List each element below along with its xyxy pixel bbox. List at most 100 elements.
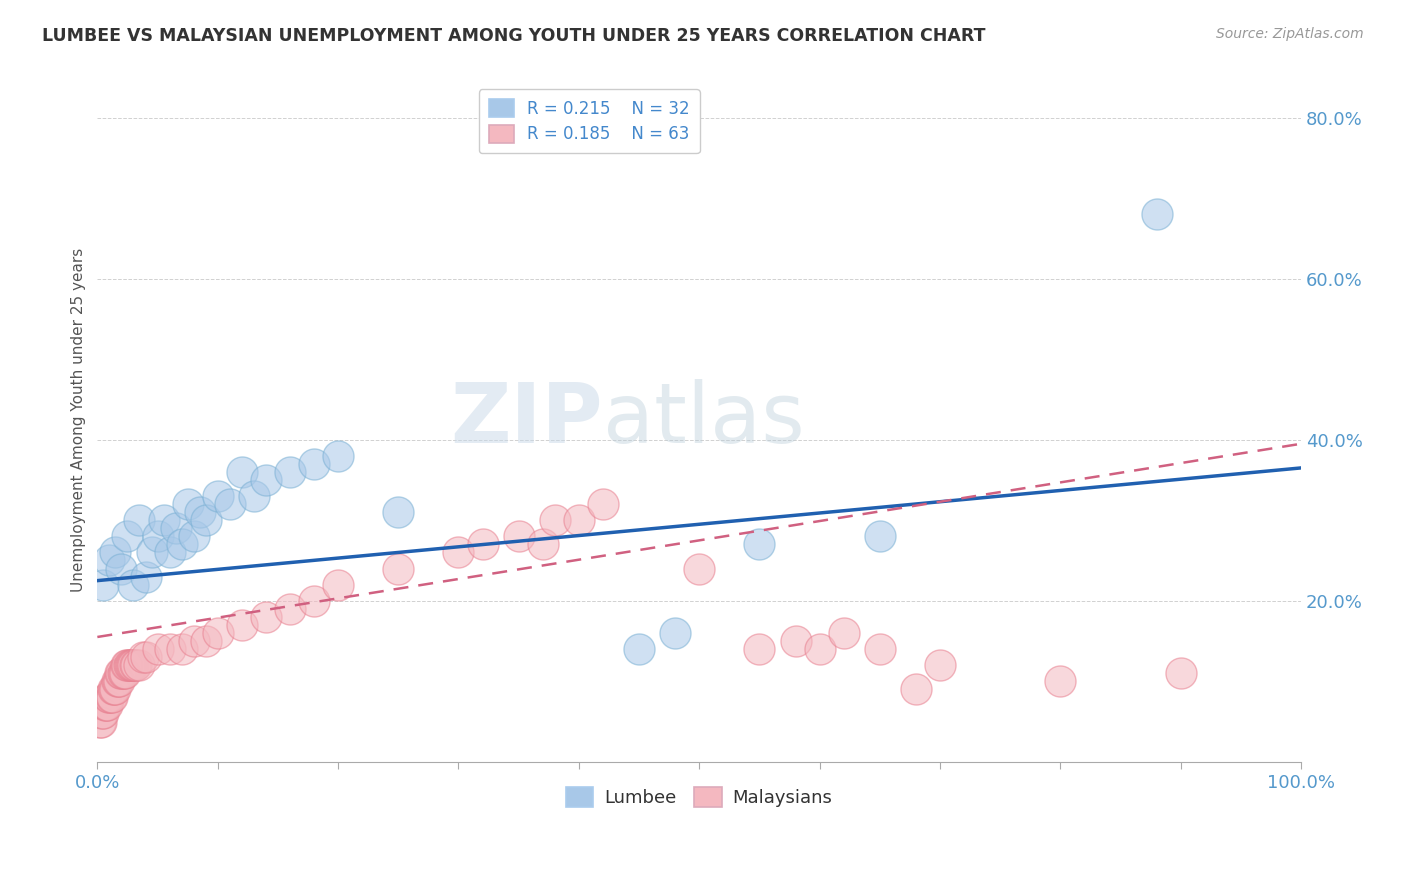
Point: [122, 577, 145, 591]
Point: [929, 658, 952, 673]
Point: [302, 457, 325, 471]
Point: [152, 513, 174, 527]
Point: [112, 666, 135, 681]
Point: [1146, 207, 1168, 221]
Point: [104, 545, 127, 559]
Point: [110, 561, 132, 575]
Point: [832, 626, 855, 640]
Point: [101, 682, 124, 697]
Point: [194, 513, 217, 527]
Text: atlas: atlas: [603, 379, 804, 460]
Point: [118, 658, 141, 673]
Point: [326, 449, 349, 463]
Point: [134, 650, 156, 665]
Point: [146, 642, 169, 657]
Point: [98, 553, 121, 567]
Point: [96, 698, 118, 713]
Point: [159, 545, 181, 559]
Point: [194, 634, 217, 648]
Point: [114, 666, 136, 681]
Point: [128, 513, 150, 527]
Point: [124, 658, 146, 673]
Point: [176, 497, 198, 511]
Point: [100, 690, 122, 705]
Point: [1049, 674, 1071, 689]
Point: [122, 658, 145, 673]
Legend: Lumbee, Malaysians: Lumbee, Malaysians: [560, 780, 839, 814]
Point: [132, 650, 155, 665]
Point: [904, 682, 927, 697]
Point: [146, 529, 169, 543]
Point: [121, 658, 143, 673]
Point: [117, 658, 139, 673]
Point: [111, 666, 134, 681]
Point: [91, 706, 114, 721]
Point: [134, 569, 156, 583]
Point: [254, 473, 277, 487]
Point: [254, 610, 277, 624]
Text: LUMBEE VS MALAYSIAN UNEMPLOYMENT AMONG YOUTH UNDER 25 YEARS CORRELATION CHART: LUMBEE VS MALAYSIAN UNEMPLOYMENT AMONG Y…: [42, 27, 986, 45]
Point: [387, 561, 409, 575]
Point: [508, 529, 530, 543]
Point: [89, 714, 111, 729]
Point: [471, 537, 494, 551]
Point: [105, 674, 128, 689]
Point: [103, 682, 125, 697]
Point: [97, 690, 120, 705]
Point: [159, 642, 181, 657]
Point: [278, 465, 301, 479]
Text: Source: ZipAtlas.com: Source: ZipAtlas.com: [1216, 27, 1364, 41]
Point: [165, 521, 187, 535]
Point: [104, 682, 127, 697]
Point: [110, 666, 132, 681]
Point: [243, 489, 266, 503]
Point: [231, 465, 253, 479]
Point: [107, 674, 129, 689]
Y-axis label: Unemployment Among Youth under 25 years: Unemployment Among Youth under 25 years: [72, 247, 86, 591]
Text: ZIP: ZIP: [450, 379, 603, 460]
Point: [628, 642, 651, 657]
Point: [664, 626, 686, 640]
Point: [183, 634, 205, 648]
Point: [869, 642, 891, 657]
Point: [447, 545, 470, 559]
Point: [688, 561, 710, 575]
Point: [231, 618, 253, 632]
Point: [94, 698, 117, 713]
Point: [110, 666, 132, 681]
Point: [278, 602, 301, 616]
Point: [128, 658, 150, 673]
Point: [387, 505, 409, 519]
Point: [108, 674, 131, 689]
Point: [141, 545, 163, 559]
Point: [117, 529, 139, 543]
Point: [748, 537, 770, 551]
Point: [748, 642, 770, 657]
Point: [207, 626, 229, 640]
Point: [93, 698, 115, 713]
Point: [120, 658, 142, 673]
Point: [568, 513, 591, 527]
Point: [183, 529, 205, 543]
Point: [170, 642, 193, 657]
Point: [218, 497, 240, 511]
Point: [869, 529, 891, 543]
Point: [302, 593, 325, 607]
Point: [115, 658, 138, 673]
Point: [170, 537, 193, 551]
Point: [93, 577, 115, 591]
Point: [808, 642, 831, 657]
Point: [90, 714, 112, 729]
Point: [326, 577, 349, 591]
Point: [98, 690, 121, 705]
Point: [531, 537, 554, 551]
Point: [101, 690, 124, 705]
Point: [188, 505, 211, 519]
Point: [118, 658, 141, 673]
Point: [1170, 666, 1192, 681]
Point: [785, 634, 807, 648]
Point: [544, 513, 567, 527]
Point: [207, 489, 229, 503]
Point: [125, 658, 148, 673]
Point: [93, 706, 115, 721]
